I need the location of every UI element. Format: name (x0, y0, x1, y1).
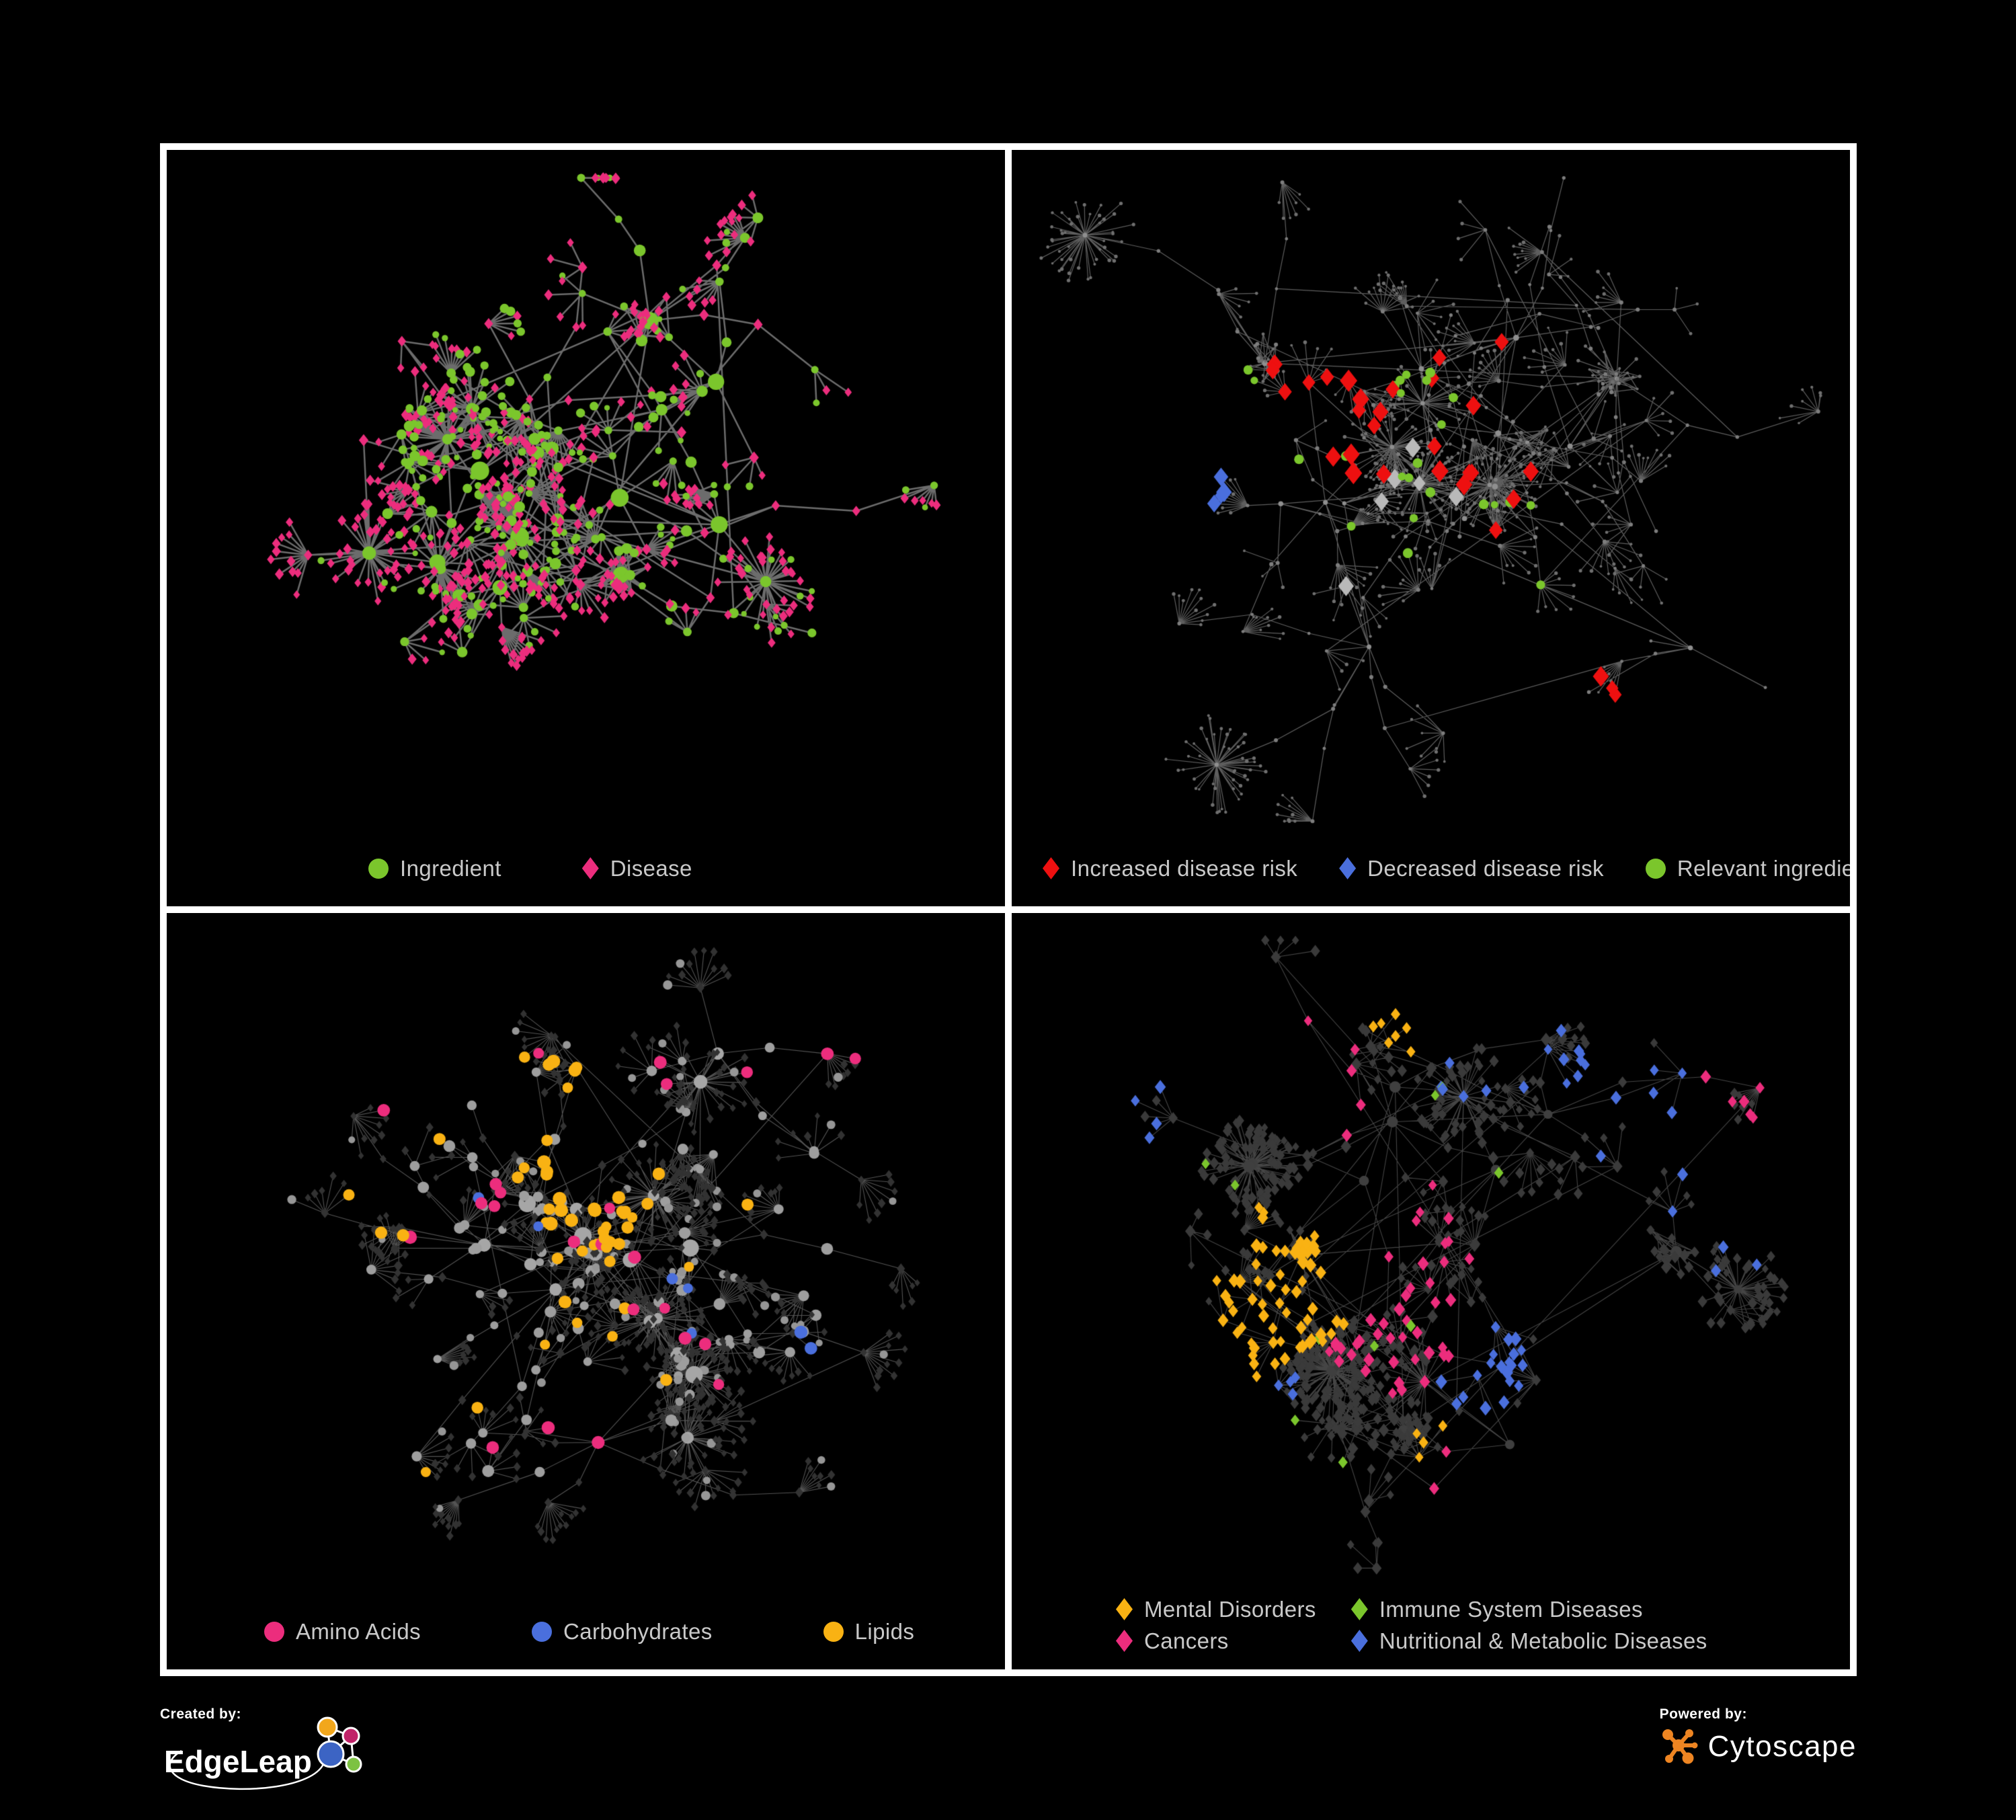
footer: Created by: EdgeLeap Powered by: (160, 1706, 1857, 1792)
network-canvas-ingredient-disease (167, 150, 1005, 849)
legend-item-increased-disease-risk: Increased disease risk (1043, 857, 1297, 879)
panel-disease-risk: Increased disease risk Decreased disease … (1012, 150, 1850, 906)
circle-marker (823, 1621, 844, 1642)
cytoscape-brand-row: Cytoscape (1660, 1727, 1857, 1767)
legend-item-cancers: Cancers (1116, 1630, 1316, 1652)
legend-item-amino-acids: Amino Acids (264, 1620, 421, 1643)
circle-marker (1645, 858, 1666, 879)
edgeleap-logo: EdgeLeap (164, 1716, 362, 1790)
circle-marker (368, 858, 389, 879)
legend-item-relevant-ingredient: Relevant ingredient (1645, 856, 1850, 881)
cytoscape-wordmark: Cytoscape (1707, 1730, 1857, 1763)
edgeleap-swoosh (169, 1749, 325, 1790)
edgeleap-node-amber (317, 1716, 338, 1738)
legend-item-ingredient: Ingredient (368, 857, 501, 879)
legend-item-nutritional-metabolic-diseases: Nutritional & Metabolic Diseases (1350, 1628, 1707, 1653)
legend-item-disease: Disease (581, 856, 692, 881)
legend-label: Lipids (854, 1619, 915, 1644)
circle-marker (531, 1621, 552, 1642)
powered-by-label: Powered by: (1659, 1706, 1747, 1722)
panel-nutrient-classes: Amino Acids Carbohydrates Lipids (167, 913, 1005, 1669)
network-canvas-disease-risk (1012, 150, 1850, 849)
diamond-marker (1350, 1630, 1368, 1652)
network-canvas-nutrient-classes (167, 913, 1005, 1612)
legend-label: Immune System Diseases (1379, 1597, 1643, 1622)
edgeleap-wordmark: EdgeLeap (164, 1744, 312, 1779)
diamond-marker (1339, 857, 1357, 879)
panel-disease-categories: Mental Disorders Immune System Diseases Ca… (1012, 913, 1850, 1669)
legend-label: Amino Acids (296, 1619, 421, 1644)
legend-item-carbohydrates: Carbohydrates (531, 1619, 713, 1644)
diamond-marker (1116, 1598, 1133, 1620)
diamond-marker (1350, 1598, 1368, 1620)
legend-label: Nutritional & Metabolic Diseases (1379, 1628, 1707, 1653)
legend-nutrient-classes: Amino Acids Carbohydrates Lipids (167, 1612, 1005, 1669)
legend-label: Ingredient (400, 856, 501, 881)
diamond-marker (1116, 1630, 1133, 1652)
created-by-label: Created by: (160, 1706, 242, 1722)
panel-ingredient-disease: Ingredient Disease (167, 150, 1005, 906)
legend-ingredient-disease: Ingredient Disease (167, 849, 1005, 906)
legend-item-lipids: Lipids (823, 1620, 915, 1643)
diamond-marker (581, 857, 599, 879)
legend-disease-risk: Increased disease risk Decreased disease … (1012, 849, 1850, 906)
cytoscape-credit: Powered by: Cytoscape (1660, 1706, 1857, 1767)
legend-label: Carbohydrates (563, 1619, 713, 1644)
edgeleap-credit: Created by: EdgeLeap (160, 1706, 375, 1792)
legend-label: Decreased disease risk (1367, 856, 1604, 881)
legend-label: Mental Disorders (1144, 1597, 1316, 1622)
network-canvas-disease-categories (1012, 913, 1850, 1595)
legend-item-decreased-disease-risk: Decreased disease risk (1339, 857, 1604, 879)
legend-label: Disease (610, 856, 692, 881)
legend-item-mental-disorders: Mental Disorders (1116, 1598, 1316, 1620)
network-panels-grid: Ingredient Disease Increased disease risk… (160, 143, 1857, 1676)
circle-marker (264, 1621, 284, 1642)
edgeleap-node-blue (317, 1740, 345, 1768)
legend-label: Cancers (1144, 1628, 1229, 1653)
legend-item-immune-system-diseases: Immune System Diseases (1350, 1597, 1707, 1622)
edgeleap-node-green (345, 1755, 362, 1773)
diamond-marker (1043, 857, 1059, 879)
edgeleap-node-magenta (341, 1727, 360, 1745)
legend-disease-categories: Mental Disorders Immune System Diseases Ca… (1012, 1595, 1850, 1669)
legend-label: Relevant ingredient (1677, 856, 1850, 881)
cytoscape-logo-icon (1662, 1729, 1698, 1764)
legend-label: Increased disease risk (1071, 856, 1298, 881)
